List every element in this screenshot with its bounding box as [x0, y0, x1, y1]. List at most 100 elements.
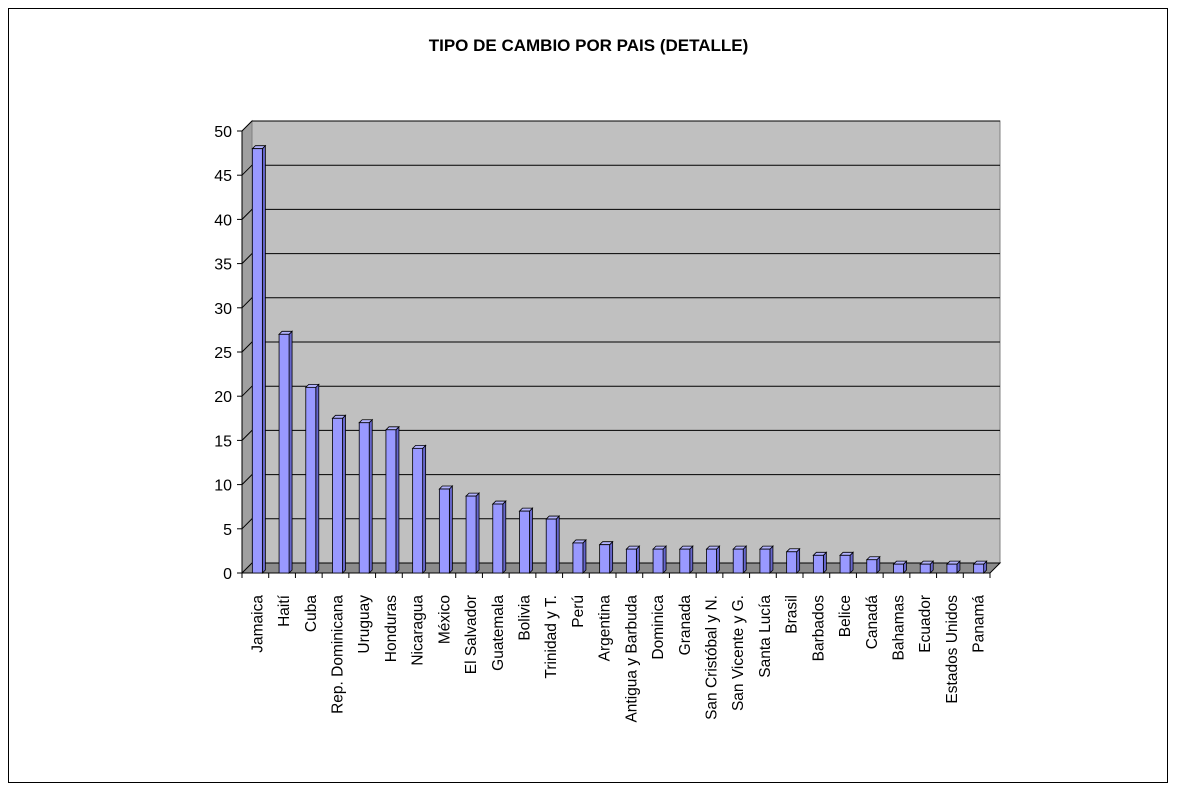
bar [251, 144, 267, 574]
bar [812, 551, 828, 574]
bar-side [582, 538, 587, 574]
x-axis-labels: Jamaica Haití Cuba Rep. Dominicana Uruguay Ho… [249, 594, 987, 722]
bar [278, 330, 294, 574]
bar-side [448, 485, 453, 574]
bar-front [732, 548, 744, 574]
bar-side [796, 547, 801, 574]
y-tick-label: 5 [223, 522, 232, 539]
bar [358, 418, 374, 574]
y-axis-ticks: 0 5 10 15 20 25 30 35 40 45 50 [214, 124, 242, 583]
bar [598, 540, 614, 574]
x-tick-label: Bolivia [517, 595, 534, 641]
x-tick-label: Argentina [597, 595, 614, 662]
bar-front [599, 544, 611, 574]
bar-side [769, 545, 774, 574]
x-tick-label: Ecuador [917, 595, 934, 653]
bar-front [332, 417, 343, 574]
bar-front [545, 518, 557, 574]
bar [625, 545, 641, 574]
bar-front [492, 503, 504, 574]
bar-front [438, 488, 450, 574]
x-tick-label: Santa Lucía [757, 595, 774, 678]
bar-side [555, 515, 560, 574]
x-tick-label: Uruguay [356, 595, 373, 654]
y-tick-label: 25 [214, 345, 232, 362]
bar [652, 545, 668, 574]
bar-front [358, 422, 370, 574]
x-tick-label: Antigua y Barbuda [623, 595, 640, 723]
floor [240, 562, 1002, 574]
bars [251, 144, 988, 574]
bar-side [716, 545, 720, 574]
bar-front [919, 563, 931, 574]
bar-front [251, 148, 263, 574]
bar-front [519, 510, 530, 574]
bar [972, 560, 988, 574]
x-tick-label: Bahamas [891, 595, 908, 661]
bar-front [786, 551, 798, 574]
bar-front [465, 495, 477, 574]
y-tick-label: 0 [223, 566, 232, 583]
x-tick-label: Panamá [971, 595, 988, 653]
x-tick-label: Nicaragua [410, 595, 427, 666]
bar [705, 545, 721, 574]
bar [411, 444, 427, 574]
bar [331, 414, 347, 574]
bar-side [475, 492, 480, 574]
y-tick-label: 45 [214, 168, 232, 185]
x-tick-label: Jamaica [249, 595, 266, 653]
bar-front [385, 429, 397, 574]
bar [304, 383, 320, 574]
x-tick-label: Dominica [650, 595, 667, 660]
bar-side [662, 545, 667, 574]
x-tick-label: San Cristóbal y N. [704, 595, 721, 720]
x-tick-label: Haití [276, 594, 293, 627]
bar [465, 492, 481, 574]
chart-title: TIPO DE CAMBIO POR PAIS (DETALLE) [428, 36, 749, 55]
x-tick-label: Brasil [784, 595, 801, 634]
bar-front [893, 563, 904, 574]
y-tick-label: 35 [214, 257, 232, 274]
y-tick-label: 50 [214, 124, 232, 141]
x-tick-label: Barbados [810, 595, 827, 662]
y-tick-label: 40 [214, 212, 232, 229]
x-tick-label: Guatemala [490, 595, 507, 671]
bar [758, 545, 774, 574]
bar [785, 547, 801, 574]
bar-front [839, 554, 851, 574]
bar-front [946, 563, 958, 574]
bar [384, 425, 400, 574]
bar-front [706, 548, 717, 574]
x-tick-label: Cuba [303, 595, 320, 632]
bar-side [635, 545, 640, 574]
bar [865, 555, 881, 574]
bar-front [973, 563, 985, 574]
bar-front [625, 548, 637, 574]
x-tick-label: México [436, 595, 453, 644]
bar-side [529, 507, 533, 574]
x-tick-label: Perú [570, 595, 587, 628]
bar-side [342, 414, 346, 574]
bar-side [368, 418, 373, 574]
bar-front [866, 559, 878, 574]
bar [491, 500, 507, 574]
x-tick-label: San Vicente y G. [730, 595, 747, 711]
y-tick-label: 20 [214, 389, 232, 406]
chart-walls [240, 119, 1002, 575]
bar-front [759, 548, 771, 574]
bar [892, 560, 908, 574]
bar-front [652, 548, 664, 574]
y-tick-label: 30 [214, 301, 232, 318]
bar [545, 515, 561, 574]
bar-side [689, 545, 694, 574]
bar-side [502, 500, 507, 574]
bar-side [288, 330, 293, 574]
bar-side [609, 540, 614, 574]
bar [732, 545, 748, 574]
bar [438, 485, 454, 574]
bar [919, 560, 935, 574]
y-tick-label: 10 [214, 478, 232, 495]
bar-side [261, 144, 266, 574]
bar-front [412, 447, 424, 574]
